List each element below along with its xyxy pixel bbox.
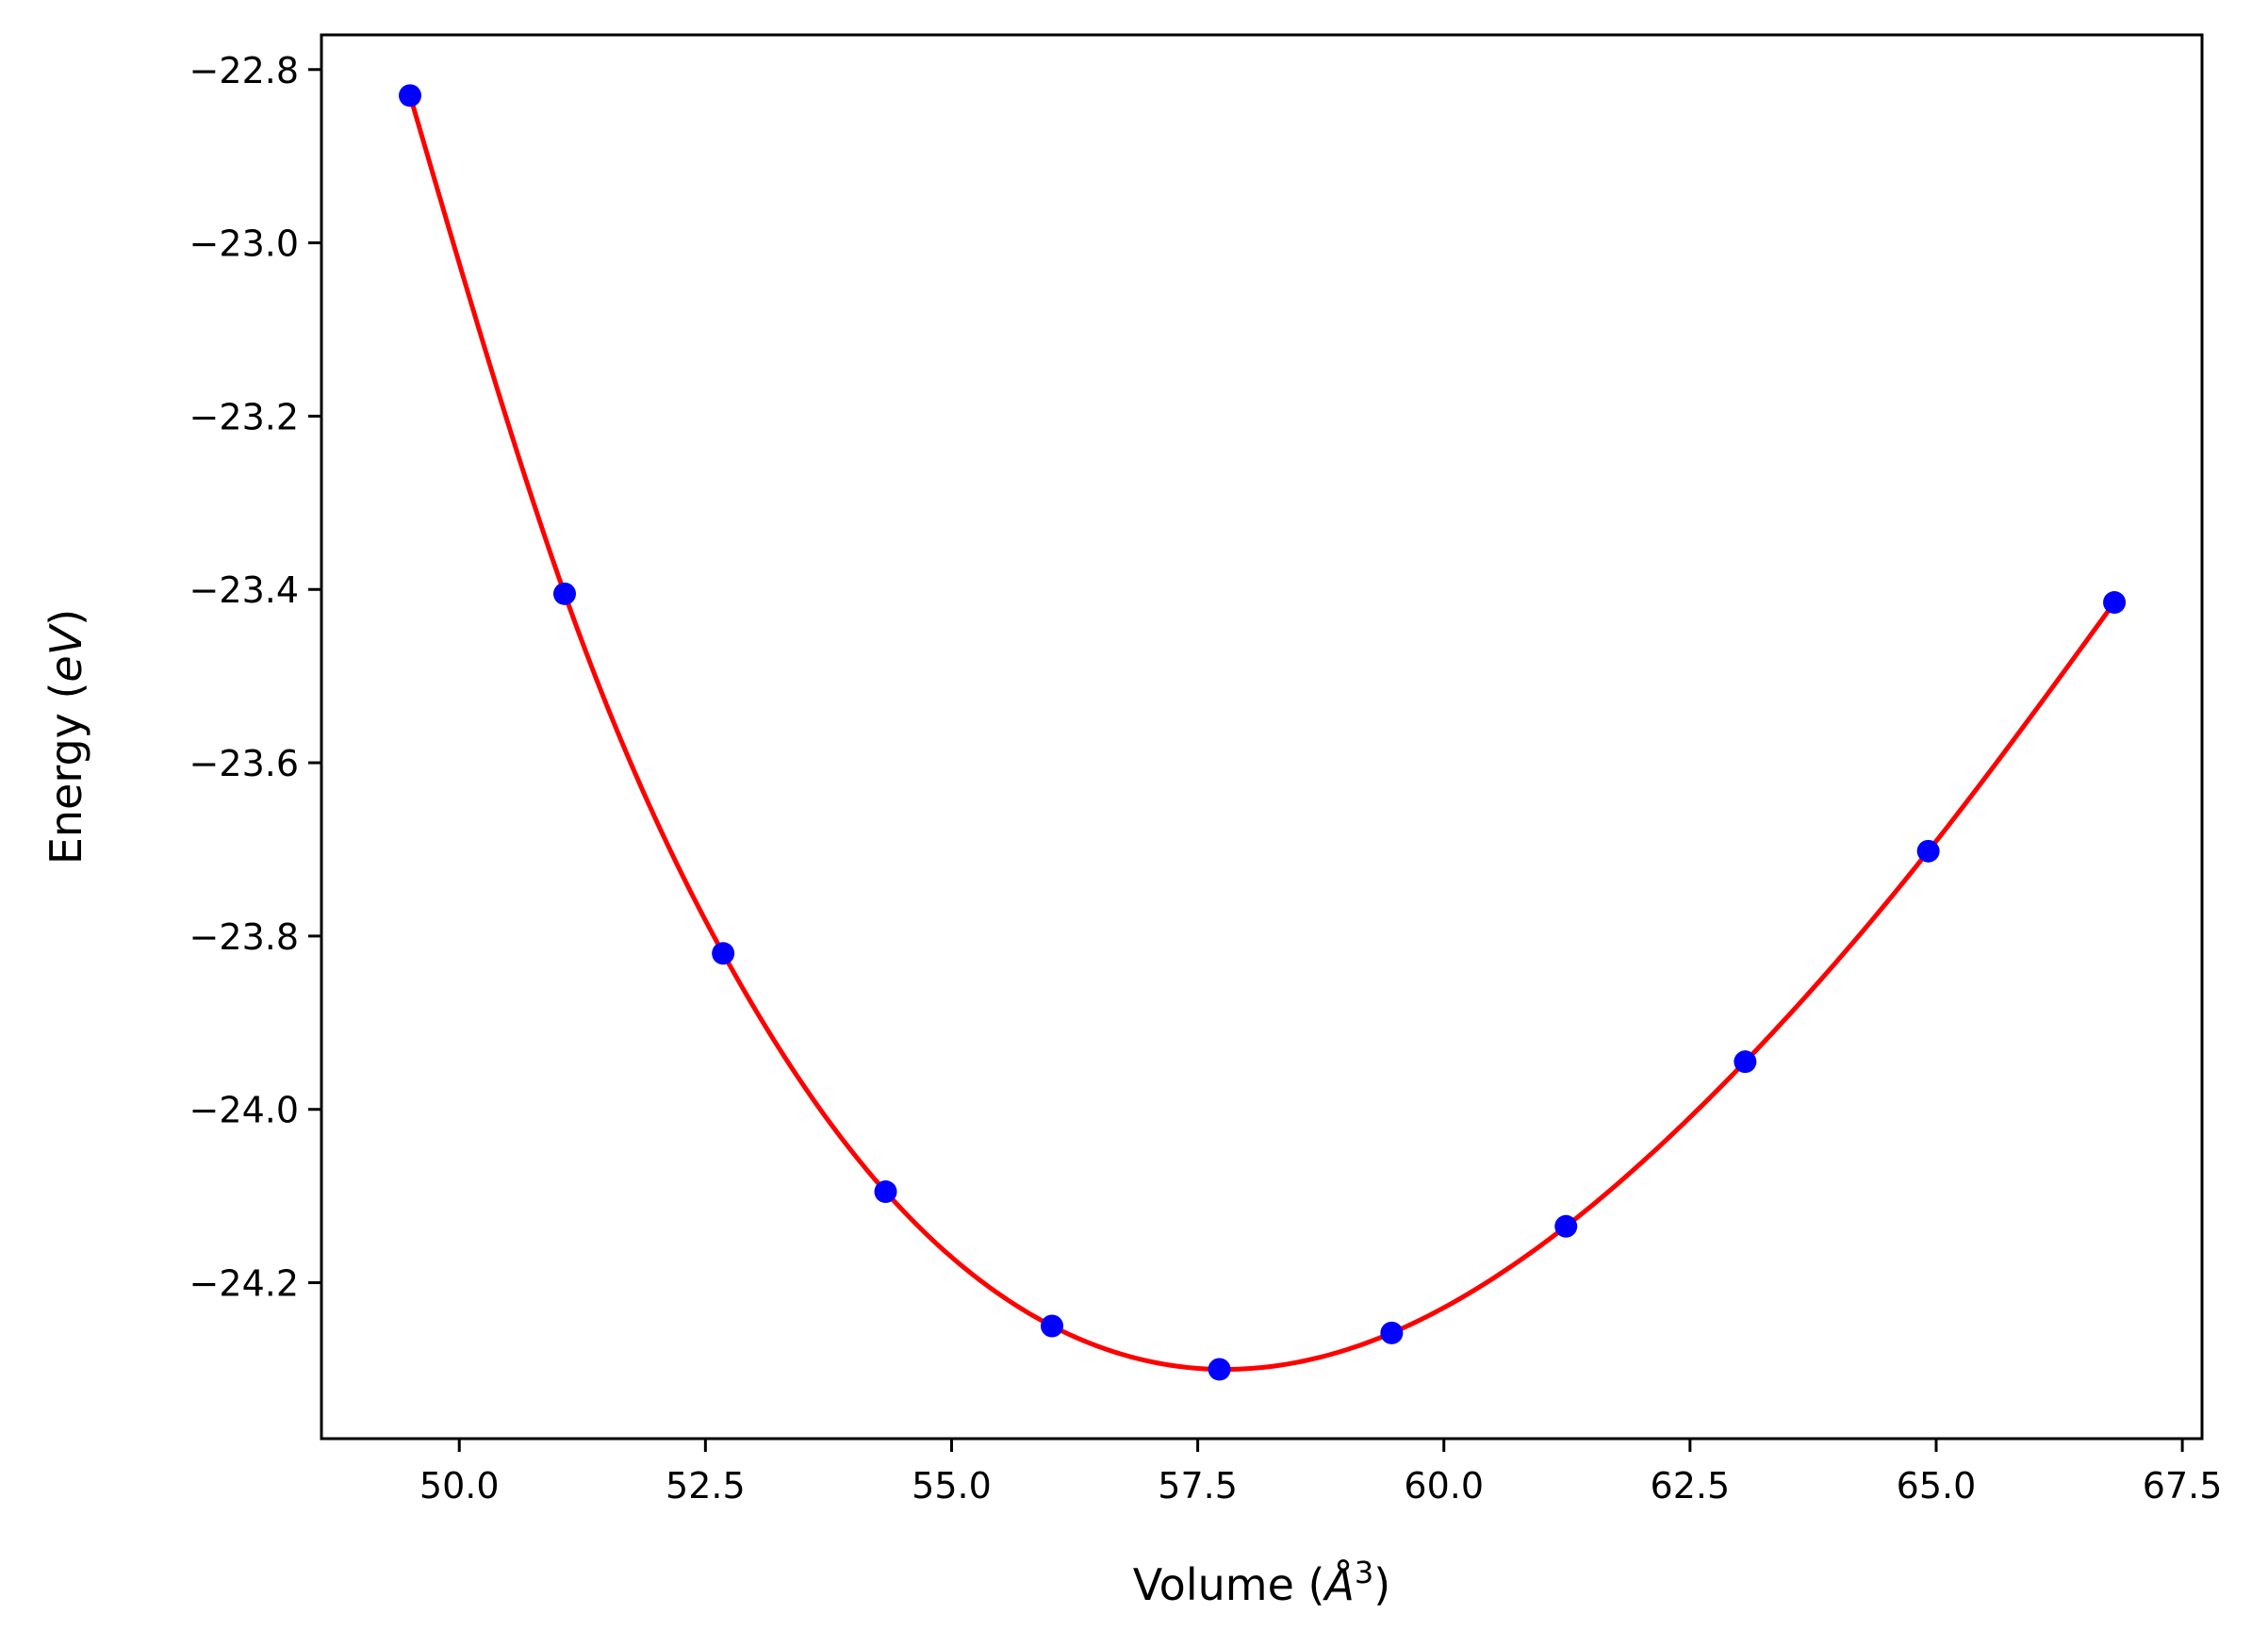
x-tick-label: 65.0	[1897, 1465, 1977, 1507]
x-axis-label-superscript: 3	[1355, 1555, 1373, 1590]
data-point	[1554, 1214, 1578, 1238]
data-point	[1380, 1321, 1404, 1344]
plot-frame	[320, 33, 2204, 1441]
plot-area	[399, 84, 2127, 1381]
y-axis-label: Energy (eV)	[41, 609, 91, 865]
x-axis-label-symbol: Å	[1322, 1559, 1354, 1610]
data-point	[1734, 1050, 1757, 1074]
y-axis-label-prefix: Energy (	[41, 683, 91, 865]
x-tick-label: 60.0	[1404, 1465, 1484, 1507]
x-tick-label: 52.5	[666, 1465, 746, 1507]
y-axis-label-unit: eV	[41, 622, 91, 682]
y-tick-label: −24.2	[189, 1263, 299, 1305]
x-axis-label-prefix: Volume (	[1133, 1559, 1325, 1610]
y-tick-label: −22.8	[189, 50, 299, 91]
y-tick-label: −23.0	[189, 223, 299, 265]
x-tick-label: 57.5	[1158, 1465, 1238, 1507]
x-tick-label: 67.5	[2143, 1465, 2223, 1507]
x-axis-label: Volume (Å3)	[1133, 1555, 1390, 1610]
data-point	[552, 582, 576, 605]
x-axis: 50.0 52.5 55.0 57.5 60.0 62.5 65.0 67.5	[419, 1439, 2222, 1507]
data-point	[1208, 1358, 1231, 1381]
data-point	[712, 942, 735, 965]
fit-curve	[407, 94, 2117, 1372]
y-axis: −22.8 −23.0 −23.2 −23.4 −23.6 −23.8 −24.0 −24.2	[189, 50, 321, 1305]
data-point	[1041, 1314, 1064, 1338]
x-axis-label-suffix: )	[1373, 1559, 1390, 1610]
y-tick-label: −23.4	[189, 569, 299, 611]
y-tick-label: −24.0	[189, 1090, 299, 1131]
y-tick-label: −23.6	[189, 743, 299, 784]
x-tick-label: 62.5	[1651, 1465, 1731, 1507]
y-tick-label: −23.8	[189, 916, 299, 958]
y-axis-label-suffix: )	[41, 609, 91, 626]
data-point	[874, 1180, 897, 1204]
y-tick-label: −23.2	[189, 396, 299, 437]
data-point	[2103, 591, 2127, 615]
data-point	[399, 84, 422, 107]
x-tick-label: 50.0	[419, 1465, 500, 1507]
data-point	[1916, 839, 1940, 863]
x-tick-label: 55.0	[912, 1465, 992, 1507]
